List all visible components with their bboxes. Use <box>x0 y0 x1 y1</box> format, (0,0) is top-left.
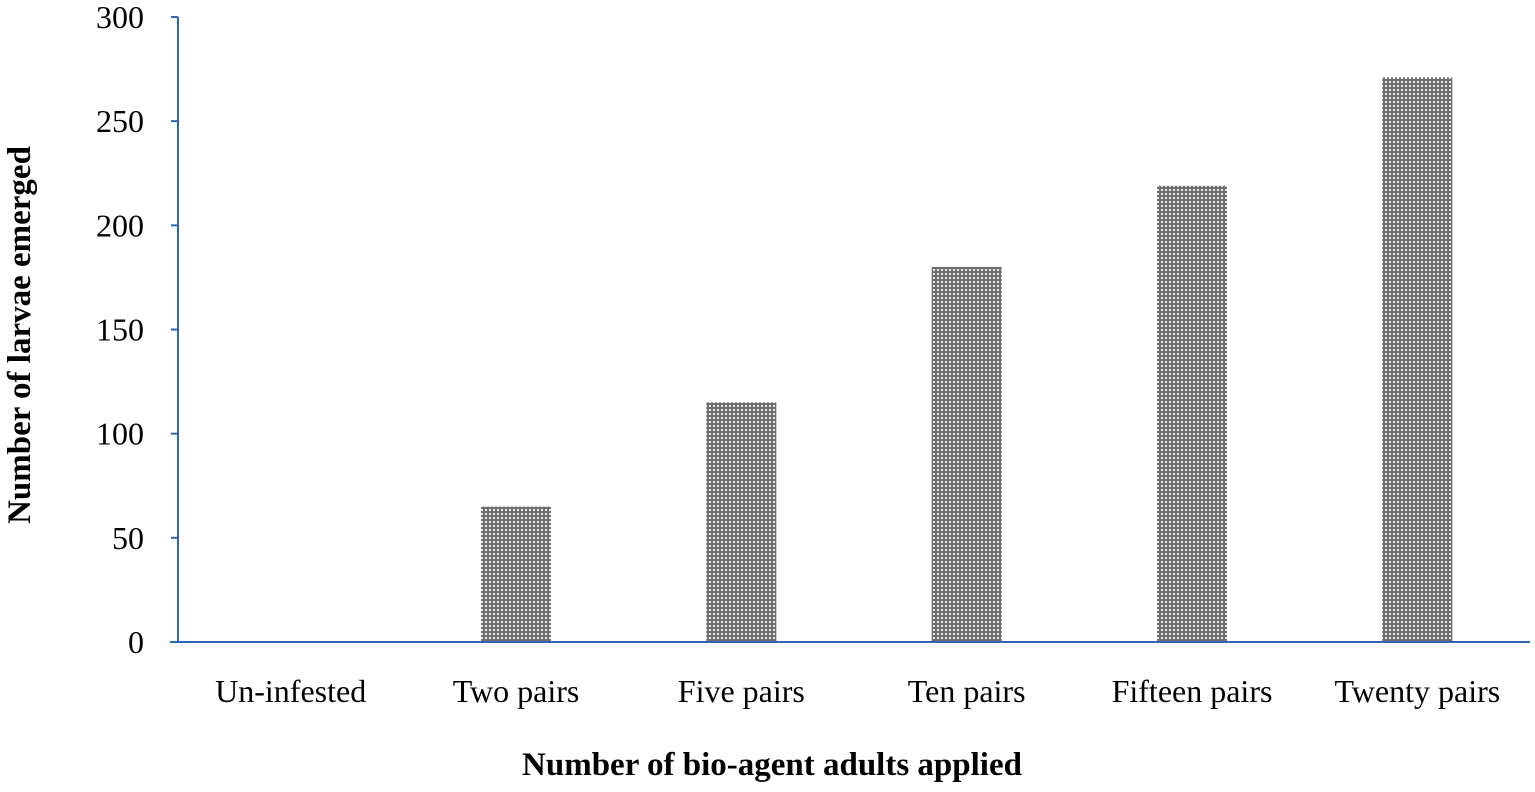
x-tick-label: Fifteen pairs <box>1112 673 1273 709</box>
y-tick-label: 0 <box>128 624 144 660</box>
y-tick-label: 100 <box>96 416 144 452</box>
bar-two-pairs <box>481 506 551 642</box>
x-tick-label: Two pairs <box>453 673 580 709</box>
bar-fifteen-pairs <box>1157 185 1227 642</box>
y-tick-label: 50 <box>112 520 144 556</box>
bar-five-pairs <box>706 402 777 642</box>
bar-twenty-pairs <box>1382 77 1453 642</box>
bar-ten-pairs <box>931 267 1002 642</box>
x-tick-label: Twenty pairs <box>1334 673 1500 709</box>
x-tick-label: Five pairs <box>678 673 805 709</box>
y-tick-label: 250 <box>96 103 144 139</box>
y-tick-label: 300 <box>96 0 144 35</box>
x-tick-labels: Un-infested Two pairs Five pairs Ten pairs F… <box>215 673 1500 709</box>
y-axis-title: Number of larvae emerged <box>2 146 38 524</box>
x-tick-label: Ten pairs <box>908 673 1026 709</box>
y-tick-labels: 0 50 100 150 200 250 300 <box>96 0 178 660</box>
y-tick-label: 150 <box>96 312 144 348</box>
bars-layer <box>481 77 1453 642</box>
x-axis-title: Number of bio-agent adults applied <box>522 747 1022 783</box>
x-tick-label: Un-infested <box>215 673 366 709</box>
y-tick-label: 200 <box>96 207 144 243</box>
